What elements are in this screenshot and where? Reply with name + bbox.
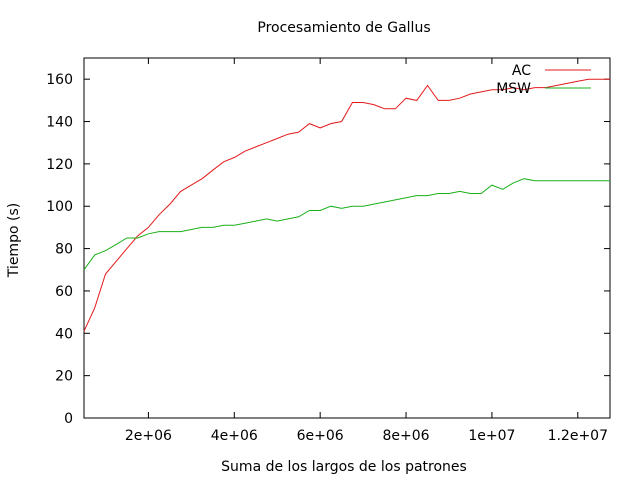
x-tick-label: 4e+06 <box>211 428 258 444</box>
x-tick-label: 1.2e+07 <box>548 428 608 444</box>
y-tick-label: 80 <box>55 242 73 258</box>
plot-area <box>83 78 610 332</box>
x-tick-label: 1e+07 <box>468 428 515 444</box>
legend-label-msw: MSW <box>496 81 531 97</box>
y-tick-label: 160 <box>46 72 73 88</box>
y-tick-label: 60 <box>55 284 73 300</box>
series-line-ac <box>83 78 610 332</box>
legend-label-ac: AC <box>512 63 531 79</box>
y-tick-label: 120 <box>46 157 73 173</box>
x-tick-label: 6e+06 <box>297 428 344 444</box>
legend: AC MSW <box>496 63 591 97</box>
y-tick-label: 20 <box>55 369 73 385</box>
x-tick-label: 2e+06 <box>125 428 172 444</box>
y-tick-label: 40 <box>55 326 73 342</box>
axes: 0 20 40 60 80 100 120 140 160 2e+06 4e+06 6e+06 8e+0… <box>46 57 611 444</box>
plot-frame <box>83 57 611 419</box>
series-line-msw <box>83 178 610 271</box>
y-axis-label: Tiempo (s) <box>6 203 22 278</box>
y-tick-label: 100 <box>46 199 73 215</box>
y-tick-label: 140 <box>46 115 73 131</box>
y-tick-label: 0 <box>64 411 73 427</box>
chart-title: Procesamiento de Gallus <box>257 20 430 36</box>
x-tick-label: 8e+06 <box>383 428 430 444</box>
x-axis-label: Suma de los largos de los patrones <box>221 459 467 475</box>
